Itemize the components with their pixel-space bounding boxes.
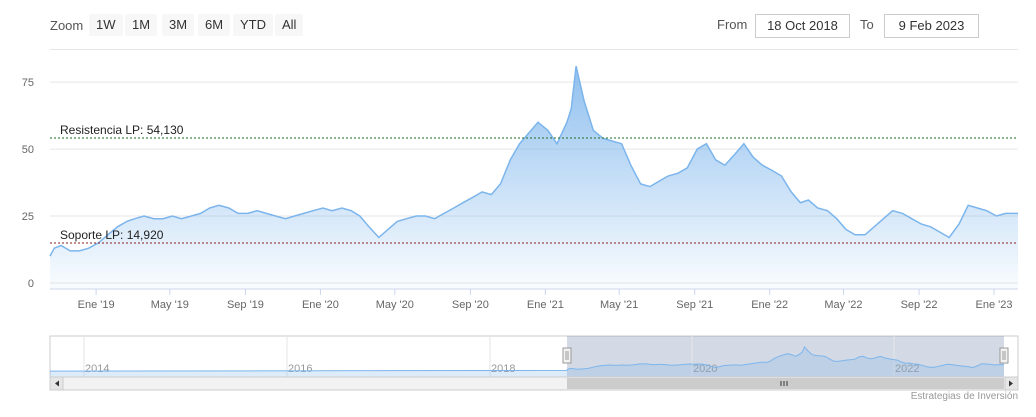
series-area — [50, 66, 1018, 289]
support-label: Soporte LP: 14,920 — [60, 228, 164, 242]
range-selector: Zoom 1W 1M 3M 6M YTD All From 18 Oct 201… — [0, 0, 1036, 50]
x-tick-label: May '22 — [824, 299, 862, 311]
zoom-3m-button[interactable]: 3M — [162, 14, 195, 36]
series-line — [49, 65, 1018, 257]
to-label: To — [860, 17, 874, 32]
resistance-label: Resistencia LP: 54,130 — [60, 123, 184, 137]
x-tick-label: Ene '20 — [302, 299, 339, 311]
navigator-year-label: 2022 — [895, 363, 919, 375]
x-tick-label: Ene '21 — [527, 299, 564, 311]
chart-credit: Estrategias de Inversión — [910, 391, 1018, 402]
x-tick-label: May '19 — [151, 299, 189, 311]
navigator-year-label: 2016 — [288, 363, 312, 375]
x-tick-label: Ene '22 — [751, 299, 788, 311]
zoom-6m-button[interactable]: 6M — [198, 14, 231, 36]
x-tick-label: Sep '21 — [676, 299, 713, 311]
navigator-right-handle[interactable] — [999, 347, 1009, 364]
zoom-1w-button[interactable]: 1W — [89, 14, 123, 36]
scrollbar-thumb[interactable] — [567, 378, 1004, 389]
toolbar-divider — [50, 49, 1018, 50]
y-tick-label: 0 — [28, 278, 34, 290]
to-date-input[interactable]: 9 Feb 2023 — [884, 14, 979, 38]
x-tick-label: Sep '19 — [227, 299, 264, 311]
x-tick-label: Ene '23 — [976, 299, 1013, 311]
right-arrow-icon — [1009, 380, 1013, 387]
navigator-year-label: 2014 — [85, 363, 109, 375]
navigator-left-handle[interactable] — [562, 347, 572, 364]
navigator-selection — [567, 336, 1004, 377]
y-tick-label: 50 — [22, 144, 34, 156]
from-date-input[interactable]: 18 Oct 2018 — [755, 14, 850, 38]
zoom-1m-button[interactable]: 1M — [125, 14, 158, 36]
navigator-year-label: 2018 — [491, 363, 515, 375]
from-label: From — [717, 17, 748, 32]
x-tick-label: May '20 — [376, 299, 414, 311]
y-tick-label: 25 — [22, 211, 34, 223]
left-arrow-icon — [55, 380, 59, 387]
zoom-all-button[interactable]: All — [275, 14, 304, 36]
zoom-ytd-button[interactable]: YTD — [233, 14, 273, 36]
navigator-area — [50, 346, 1004, 377]
x-tick-label: May '21 — [600, 299, 638, 311]
y-tick-label: 75 — [22, 77, 34, 89]
x-tick-label: Sep '22 — [901, 299, 938, 311]
navigator-series — [49, 345, 1004, 372]
x-tick-label: Ene '19 — [78, 299, 115, 311]
zoom-label: Zoom — [50, 18, 84, 33]
x-tick-label: Sep '20 — [452, 299, 489, 311]
